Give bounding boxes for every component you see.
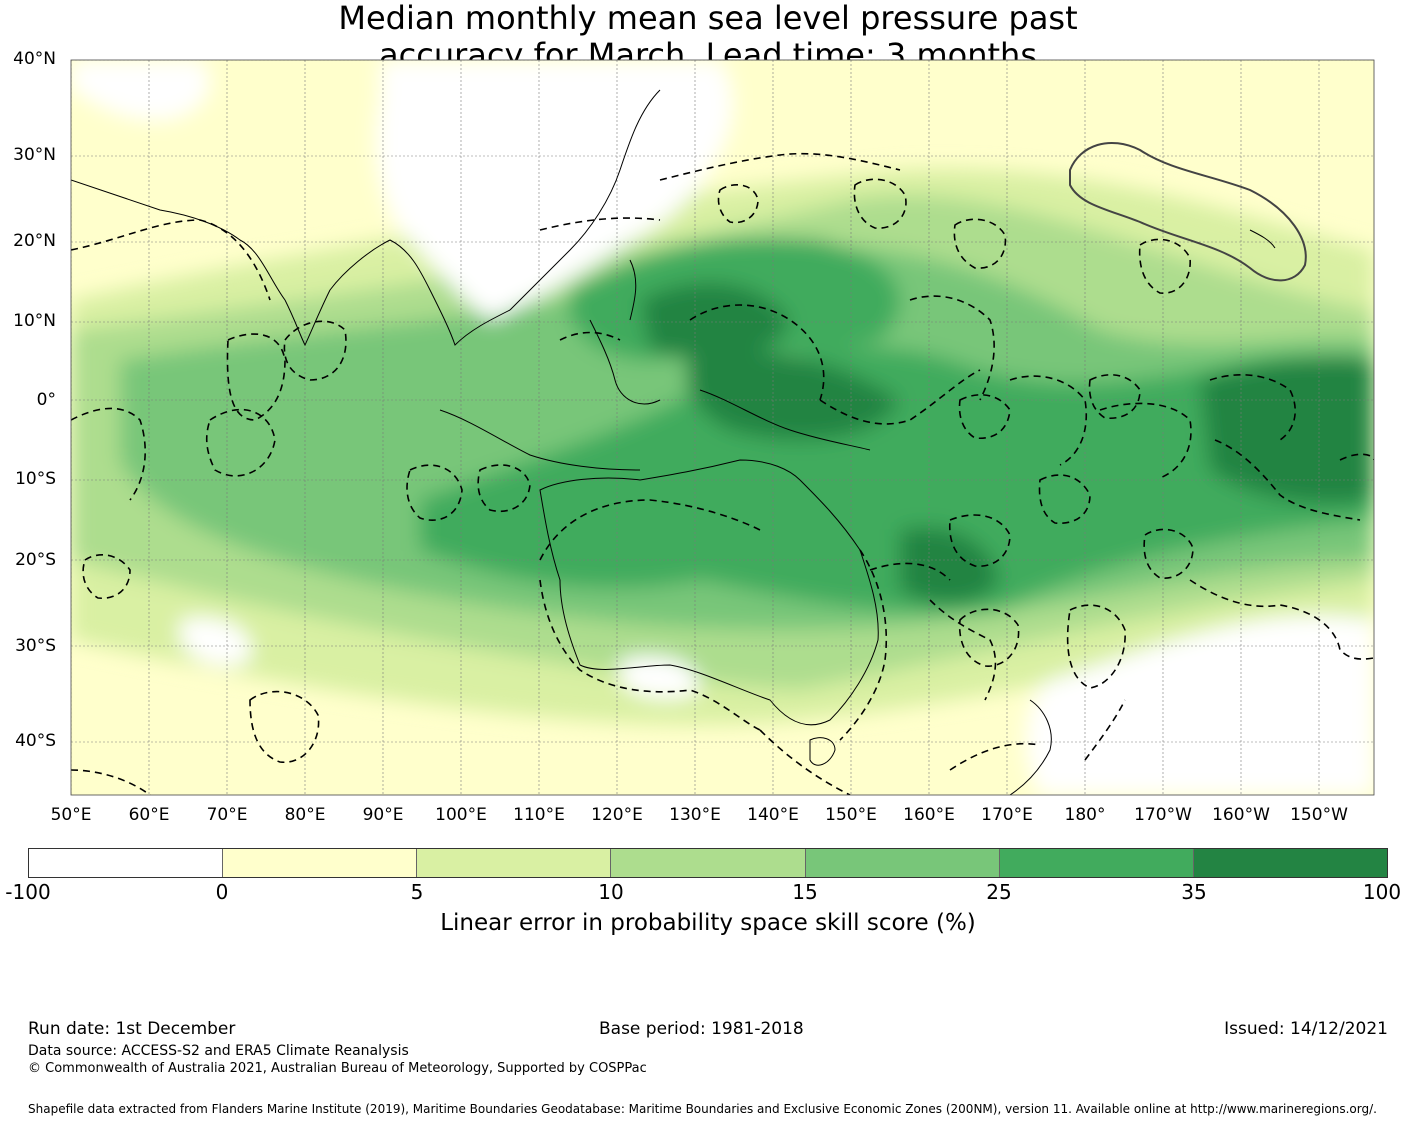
skill-score-field xyxy=(71,60,1374,795)
base-period: Base period: 1981-2018 xyxy=(599,1019,804,1039)
colorbar xyxy=(28,848,1388,878)
shapefile-credit: Shapefile data extracted from Flanders M… xyxy=(28,1102,1377,1116)
lon-label-60e: 60°E xyxy=(128,805,170,825)
lat-label-30n: 30°N xyxy=(13,145,56,165)
coastlines xyxy=(71,89,1276,795)
colorbar-tick-5: 5 xyxy=(410,880,424,904)
lon-label-150e: 150°E xyxy=(825,805,877,825)
lon-label-80e: 80°E xyxy=(284,805,326,825)
graticule xyxy=(71,60,1374,795)
colorbar-tick-100: 100 xyxy=(1362,880,1402,904)
issued-date: Issued: 14/12/2021 xyxy=(1224,1019,1388,1039)
data-source: Data source: ACCESS-S2 and ERA5 Climate … xyxy=(28,1043,409,1059)
colorbar-segment-white xyxy=(29,849,224,877)
lon-label-130e: 130°E xyxy=(669,805,721,825)
copyright: © Commonwealth of Australia 2021, Austra… xyxy=(28,1061,647,1076)
colorbar-tick-25: 25 xyxy=(986,880,1012,904)
colorbar-tick-35: 35 xyxy=(1181,880,1207,904)
colorbar-segment-pale-yellow xyxy=(223,849,418,877)
colorbar-segment-green-3 xyxy=(999,849,1194,877)
lon-label-160w: 160°W xyxy=(1212,805,1270,825)
map-title: Median monthly mean sea level pressure p… xyxy=(0,0,1416,74)
colorbar-label: Linear error in probability space skill … xyxy=(440,910,976,936)
colorbar-segment-light-green xyxy=(417,849,612,877)
lon-label-110e: 110°E xyxy=(513,805,565,825)
run-date: Run date: 1st December xyxy=(28,1019,236,1039)
lon-label-120e: 120°E xyxy=(591,805,643,825)
lon-label-90e: 90°E xyxy=(362,805,404,825)
map-plot-area xyxy=(71,60,1374,795)
lon-label-170w: 170°W xyxy=(1134,805,1192,825)
lon-label-170e: 170°E xyxy=(981,805,1033,825)
colorbar-tick-0: 0 xyxy=(215,880,229,904)
lon-label-70e: 70°E xyxy=(206,805,248,825)
colorbar-segment-dark-green xyxy=(1193,849,1387,877)
lat-label-20s: 20°S xyxy=(15,550,56,570)
skill-score-map xyxy=(70,59,1375,796)
lon-label-140e: 140°E xyxy=(747,805,799,825)
map-title-line-1: Median monthly mean sea level pressure p… xyxy=(338,0,1078,37)
lon-label-160e: 160°E xyxy=(903,805,955,825)
lat-label-20n: 20°N xyxy=(13,231,56,251)
eez-boundaries xyxy=(71,152,1374,795)
lon-label-150w: 150°W xyxy=(1290,805,1348,825)
lat-label-10n: 10°N xyxy=(13,311,56,331)
colorbar-segment-green-2 xyxy=(805,849,1000,877)
lon-label-50e: 50°E xyxy=(50,805,92,825)
lon-label-180: 180° xyxy=(1064,805,1106,825)
colorbar-tick-10: 10 xyxy=(598,880,624,904)
lat-label-40s: 40°S xyxy=(15,731,56,751)
colorbar-tick-minus-100: -100 xyxy=(5,880,51,904)
colorbar-segment-green-1 xyxy=(611,849,806,877)
lat-label-equator: 0° xyxy=(36,390,56,410)
lat-label-30s: 30°S xyxy=(15,636,56,656)
lat-label-10s: 10°S xyxy=(15,469,56,489)
map-frame xyxy=(70,59,1375,796)
colorbar-tick-15: 15 xyxy=(792,880,818,904)
hawaii-eez-outline xyxy=(1069,141,1307,282)
lat-label-40n: 40°N xyxy=(13,49,56,69)
lon-label-100e: 100°E xyxy=(435,805,487,825)
